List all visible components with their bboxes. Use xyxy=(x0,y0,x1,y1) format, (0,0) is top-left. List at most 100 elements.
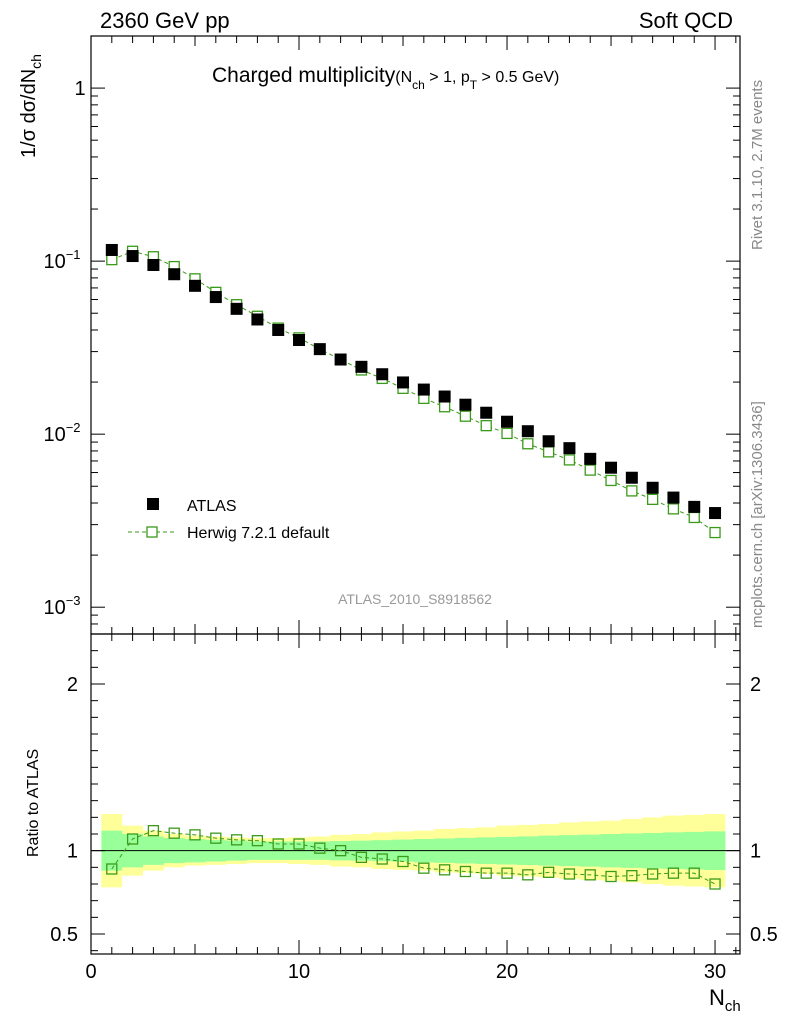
main-y-tick-label-base: 10 xyxy=(43,424,65,446)
atlas-point xyxy=(501,415,514,428)
ratio-point xyxy=(667,867,680,879)
ratio-y-tick-label-left: 2 xyxy=(67,674,78,696)
atlas-point xyxy=(688,500,701,513)
atlas-point xyxy=(189,279,202,292)
main-y-axis-label: 1/σ dσ/dNch xyxy=(18,54,44,158)
herwig-point xyxy=(522,438,534,450)
main-title-cond-mid: > 1, p xyxy=(425,69,470,86)
atlas-point xyxy=(521,425,534,438)
herwig-point xyxy=(563,454,576,466)
ratio-point xyxy=(314,842,326,854)
main-y-tick-label-exp: −2 xyxy=(66,420,81,435)
herwig-point xyxy=(605,474,617,487)
ratio-point xyxy=(272,838,284,850)
herwig-point xyxy=(626,485,638,497)
header-process-label: Soft QCD xyxy=(639,8,733,33)
atlas-point xyxy=(355,360,368,373)
ratio-x-tick-labels: 0 10 20 30 xyxy=(85,961,726,983)
atlas-point xyxy=(459,398,472,411)
ratio-point xyxy=(210,832,222,844)
ratio-point xyxy=(126,833,139,845)
ratio-point xyxy=(230,834,243,846)
atlas-point xyxy=(397,376,410,389)
ratio-y-axis-label: Ratio to ATLAS xyxy=(25,749,42,857)
ratio-point xyxy=(459,865,472,878)
ratio-y-tick-label-right: 2 xyxy=(750,674,761,696)
ratio-point xyxy=(709,878,721,890)
main-y-tick-label: 1 xyxy=(74,78,85,100)
ratio-point xyxy=(189,829,201,841)
main-y-tick-label-base: 1 xyxy=(74,78,85,100)
ratio-point xyxy=(438,864,451,876)
herwig-point xyxy=(480,419,492,432)
ratio-x-tick-label: 10 xyxy=(288,961,310,983)
atlas-point xyxy=(293,334,306,347)
atlas-point xyxy=(272,323,285,336)
herwig-point xyxy=(646,493,659,506)
atlas-point xyxy=(105,243,118,256)
ratio-point xyxy=(522,869,534,881)
main-y-tick-label-base: 10 xyxy=(43,251,65,273)
main-y-tick-labels: 110−110−210−3 xyxy=(43,78,85,619)
ratio-panel: 0.5 0.5 1 1 2 2 0 10 20 30 Ratio to ATLAS Nch xyxy=(25,633,778,1015)
ratio-y-tick-label-left: 0.5 xyxy=(50,924,78,946)
ratio-y-tick-label-right: 1 xyxy=(750,841,761,863)
side-label-rivet: Rivet 3.1.10, 2.7M events xyxy=(749,80,766,250)
main-y-tick-label-base: 10 xyxy=(43,597,65,619)
ratio-point xyxy=(584,869,596,881)
atlas-point xyxy=(605,461,618,474)
ratio-herwig-series xyxy=(106,825,721,890)
atlas-point xyxy=(147,258,160,271)
atlas-point xyxy=(313,343,326,356)
side-label-mcplots: mcplots.cern.ch [arXiv:1306.3436] xyxy=(749,401,766,628)
atlas-point xyxy=(251,313,264,326)
herwig-point xyxy=(459,410,472,422)
ratio-point xyxy=(397,855,409,868)
ratio-point xyxy=(376,853,388,865)
atlas-point xyxy=(563,442,576,455)
atlas-point xyxy=(230,302,243,315)
ratio-point xyxy=(147,825,160,837)
main-y-tick-label: 10−2 xyxy=(43,420,80,446)
atlas-point xyxy=(646,481,659,494)
main-title: Charged multiplicity(Nch > 1, pT > 0.5 G… xyxy=(212,64,559,92)
ratio-point xyxy=(251,835,264,847)
main-y-tick-label: 10−1 xyxy=(43,247,80,273)
ratio-point xyxy=(605,870,617,883)
main-x-ticks xyxy=(90,36,737,634)
ratio-y-ticks xyxy=(91,650,740,952)
main-title-cond-sub1: ch xyxy=(412,78,425,92)
herwig-point xyxy=(688,511,700,524)
main-title-cond-post: > 0.5 GeV) xyxy=(477,69,559,86)
atlas-series xyxy=(105,243,722,520)
main-y-tick-label: 10−3 xyxy=(43,593,80,619)
ratio-point xyxy=(542,866,555,878)
main-y-ticks xyxy=(91,35,740,635)
ratio-panel-frame xyxy=(90,633,741,955)
legend-herwig-marker xyxy=(146,526,158,538)
ratio-point xyxy=(334,845,347,857)
analysis-watermark: ATLAS_2010_S8918562 xyxy=(338,591,492,607)
ratio-point xyxy=(480,867,492,879)
main-panel-frame xyxy=(90,35,741,635)
ratio-point xyxy=(646,868,659,880)
main-y-axis-label-text: 1/σ dσ/dN xyxy=(18,69,40,158)
ratio-point xyxy=(688,867,700,879)
legend-herwig-label: Herwig 7.2.1 default xyxy=(187,525,330,542)
atlas-point xyxy=(625,471,638,484)
ratio-point xyxy=(168,827,180,839)
atlas-point xyxy=(438,390,451,403)
herwig-point xyxy=(667,503,680,515)
ratio-y-tick-labels: 0.5 0.5 1 1 2 2 xyxy=(50,674,778,946)
main-title-cond-sub2: T xyxy=(470,78,478,92)
herwig-line xyxy=(111,250,716,533)
atlas-point xyxy=(542,435,555,448)
ratio-point xyxy=(106,863,118,875)
atlas-point xyxy=(480,406,493,419)
ratio-point xyxy=(355,851,368,863)
ratio-x-tick-label: 20 xyxy=(496,961,518,983)
herwig-point xyxy=(542,446,555,458)
main-title-text: Charged multiplicity xyxy=(212,64,396,87)
atlas-point xyxy=(584,452,597,465)
atlas-point xyxy=(417,383,430,396)
